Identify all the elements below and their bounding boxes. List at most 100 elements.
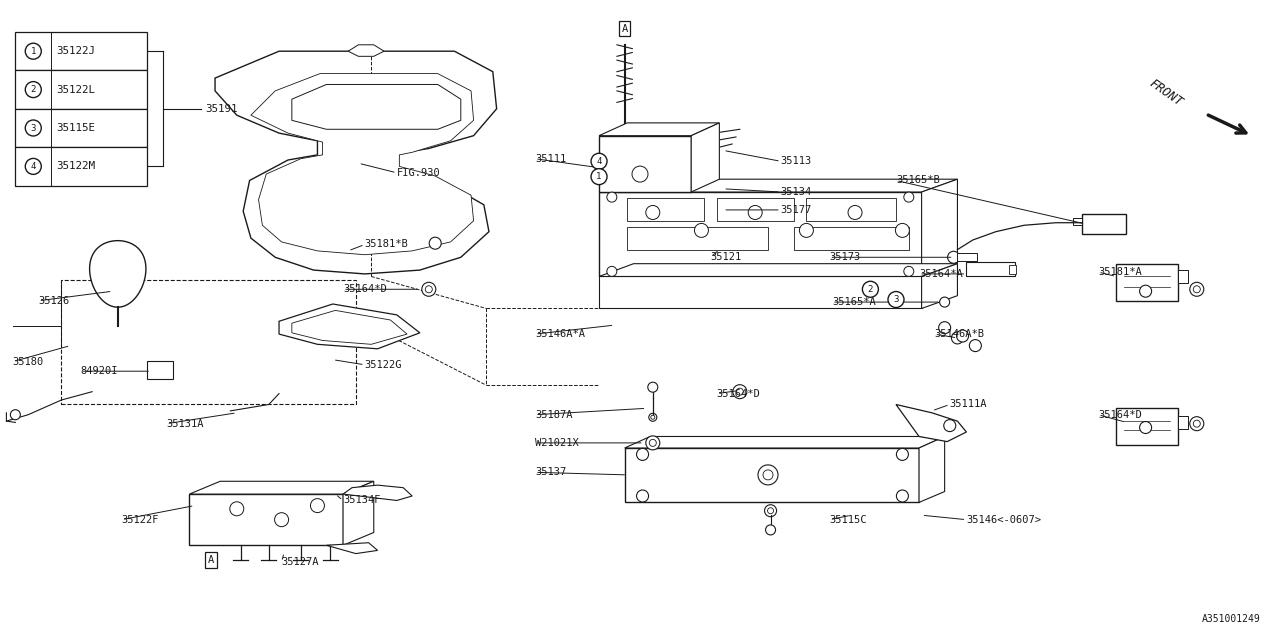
Text: 35127A: 35127A bbox=[282, 557, 319, 567]
Circle shape bbox=[736, 388, 744, 395]
Text: 1: 1 bbox=[596, 172, 602, 181]
Text: 35180: 35180 bbox=[13, 356, 44, 367]
Polygon shape bbox=[279, 304, 420, 349]
Bar bbox=[61, 280, 356, 404]
Text: 35164*D: 35164*D bbox=[717, 388, 760, 399]
Text: 35164*D: 35164*D bbox=[1098, 410, 1142, 420]
Circle shape bbox=[26, 44, 41, 60]
Polygon shape bbox=[292, 84, 461, 129]
Circle shape bbox=[275, 513, 288, 527]
Text: 4: 4 bbox=[596, 157, 602, 166]
Polygon shape bbox=[1116, 264, 1178, 301]
Text: 35126: 35126 bbox=[38, 296, 69, 306]
Polygon shape bbox=[251, 74, 474, 255]
Circle shape bbox=[863, 281, 878, 297]
Text: 35121: 35121 bbox=[710, 252, 741, 262]
Circle shape bbox=[1190, 417, 1203, 431]
Text: 35122J: 35122J bbox=[56, 46, 95, 56]
Circle shape bbox=[951, 332, 964, 344]
Text: 35177: 35177 bbox=[781, 205, 812, 215]
Circle shape bbox=[591, 169, 607, 184]
Text: 35111A: 35111A bbox=[950, 399, 987, 410]
Text: 35122G: 35122G bbox=[365, 360, 402, 370]
Text: 2: 2 bbox=[868, 285, 873, 294]
Polygon shape bbox=[343, 485, 412, 500]
Polygon shape bbox=[922, 264, 957, 308]
Circle shape bbox=[636, 490, 649, 502]
Text: 35165*A: 35165*A bbox=[832, 297, 876, 307]
Text: 35165*B: 35165*B bbox=[896, 175, 940, 186]
Polygon shape bbox=[326, 543, 378, 554]
Circle shape bbox=[947, 252, 960, 263]
Text: 35113: 35113 bbox=[781, 156, 812, 166]
Circle shape bbox=[800, 223, 813, 237]
Text: 2: 2 bbox=[31, 85, 36, 94]
Circle shape bbox=[1190, 282, 1203, 296]
Text: 35164*A: 35164*A bbox=[919, 269, 963, 279]
Polygon shape bbox=[1082, 214, 1126, 234]
Circle shape bbox=[904, 266, 914, 276]
Polygon shape bbox=[717, 198, 794, 221]
Text: 35115E: 35115E bbox=[56, 123, 95, 133]
Circle shape bbox=[938, 322, 951, 333]
Circle shape bbox=[26, 159, 41, 174]
Polygon shape bbox=[627, 227, 768, 250]
Bar bbox=[957, 253, 977, 261]
Text: 35164*D: 35164*D bbox=[343, 284, 387, 294]
Text: A351001249: A351001249 bbox=[1202, 614, 1261, 624]
Text: 35122F: 35122F bbox=[122, 515, 159, 525]
Text: 35173: 35173 bbox=[829, 252, 860, 262]
Text: W21021X: W21021X bbox=[535, 438, 579, 448]
Circle shape bbox=[695, 223, 708, 237]
Polygon shape bbox=[599, 136, 691, 192]
Polygon shape bbox=[292, 310, 407, 344]
Circle shape bbox=[591, 153, 607, 169]
Text: 1: 1 bbox=[31, 47, 36, 56]
Text: 4: 4 bbox=[31, 162, 36, 171]
Circle shape bbox=[758, 465, 778, 485]
Text: 35191: 35191 bbox=[205, 104, 237, 114]
Bar bbox=[15, 70, 147, 109]
Circle shape bbox=[311, 499, 324, 513]
Polygon shape bbox=[348, 45, 384, 56]
Circle shape bbox=[429, 237, 442, 249]
Polygon shape bbox=[599, 264, 957, 276]
Circle shape bbox=[1139, 285, 1152, 297]
Text: 3: 3 bbox=[893, 295, 899, 304]
Circle shape bbox=[1139, 422, 1152, 433]
Polygon shape bbox=[625, 436, 945, 448]
Circle shape bbox=[943, 420, 956, 431]
Polygon shape bbox=[794, 227, 909, 250]
Polygon shape bbox=[599, 192, 922, 276]
Circle shape bbox=[849, 205, 861, 220]
Text: FIG.930: FIG.930 bbox=[397, 168, 440, 178]
Circle shape bbox=[768, 508, 773, 514]
Circle shape bbox=[940, 297, 950, 307]
Circle shape bbox=[646, 205, 659, 220]
Bar bbox=[1009, 265, 1016, 274]
Polygon shape bbox=[919, 436, 945, 502]
Circle shape bbox=[26, 82, 41, 98]
Bar bbox=[15, 147, 147, 186]
Text: 35122M: 35122M bbox=[56, 161, 95, 172]
Polygon shape bbox=[599, 123, 719, 136]
Polygon shape bbox=[922, 179, 957, 276]
Polygon shape bbox=[627, 198, 704, 221]
Polygon shape bbox=[691, 123, 719, 192]
Circle shape bbox=[1193, 286, 1201, 292]
Text: 35181*A: 35181*A bbox=[1098, 267, 1142, 277]
Text: 35131A: 35131A bbox=[166, 419, 204, 429]
Text: 35137: 35137 bbox=[535, 467, 566, 477]
Text: 35111: 35111 bbox=[535, 154, 566, 164]
Bar bbox=[147, 361, 173, 379]
Circle shape bbox=[749, 205, 762, 220]
Polygon shape bbox=[90, 241, 146, 307]
Polygon shape bbox=[215, 51, 497, 274]
Circle shape bbox=[896, 223, 909, 237]
Circle shape bbox=[765, 525, 776, 535]
Text: 35146A*B: 35146A*B bbox=[934, 329, 984, 339]
Polygon shape bbox=[625, 448, 919, 502]
Circle shape bbox=[636, 449, 649, 460]
Polygon shape bbox=[806, 198, 896, 221]
Circle shape bbox=[896, 490, 909, 502]
